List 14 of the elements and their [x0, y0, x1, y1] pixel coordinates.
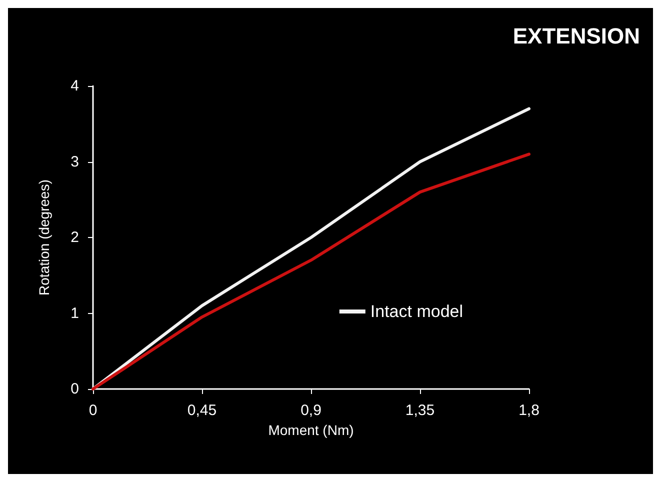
y-tick-label: 3 [70, 153, 79, 170]
legend-label: Intact model [370, 302, 464, 321]
x-tick-label: 1,35 [405, 402, 435, 419]
y-tick-label: 4 [70, 78, 79, 94]
x-tick-label: 0 [88, 402, 98, 419]
y-axis-title: Rotation (degrees) [36, 180, 52, 296]
x-axis-title: Moment (Nm) [268, 422, 354, 438]
x-tick-label: 0,9 [300, 402, 322, 419]
y-tick-label: 2 [70, 229, 79, 246]
y-tick-label: 0 [70, 380, 79, 398]
x-tick-label: 0,45 [187, 402, 217, 419]
text: EXTENSION [512, 24, 640, 48]
y-tick-label: 1 [70, 304, 79, 322]
x-tick-label: 1,8 [518, 402, 540, 419]
